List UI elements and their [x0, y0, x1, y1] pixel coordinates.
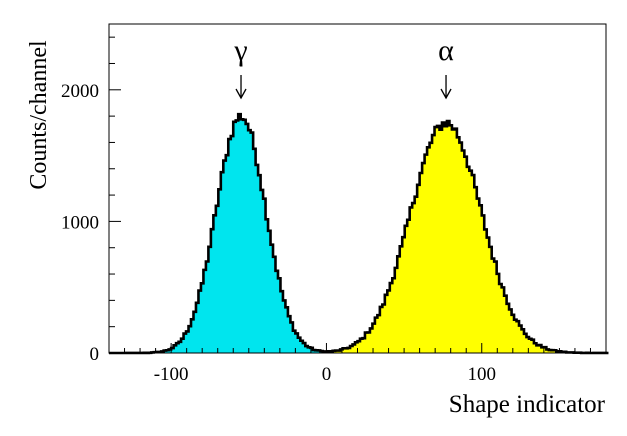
- peak-label: γ: [233, 34, 247, 67]
- peak-fills: [136, 114, 597, 354]
- peak-fill-1: [136, 114, 346, 353]
- down-arrow-head: [235, 88, 247, 100]
- down-arrow-head: [440, 88, 452, 100]
- y-tick-label: 0: [90, 344, 100, 365]
- x-tick-label: 100: [468, 364, 497, 385]
- peak-fill-2: [295, 120, 597, 354]
- y-tick-label: 2000: [61, 81, 99, 102]
- x-tick-label: 0: [322, 364, 332, 385]
- x-tick-label: -100: [154, 364, 189, 385]
- plot-frame: [108, 23, 607, 354]
- x-axis-ticks: -100 0 100: [108, 343, 607, 385]
- y-tick-label: 1000: [61, 212, 99, 233]
- histogram-outline: [109, 112, 609, 355]
- y-axis-label: Counts/channel: [26, 40, 52, 190]
- x-axis-label: Shape indicator: [449, 391, 606, 418]
- peak-label: α: [438, 34, 454, 67]
- y-axis-ticks: 0 1000 2000: [61, 36, 121, 365]
